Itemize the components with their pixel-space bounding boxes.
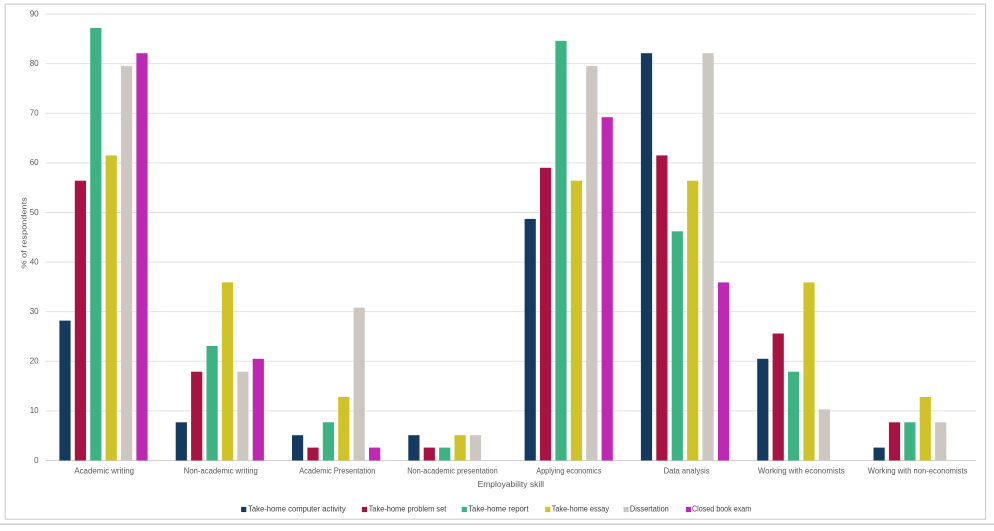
svg-text:60: 60 (30, 158, 39, 167)
svg-text:Applying economics: Applying economics (536, 466, 601, 475)
svg-text:Closed book exam: Closed book exam (692, 504, 751, 513)
svg-text:80: 80 (30, 59, 39, 68)
svg-text:90: 90 (30, 9, 39, 18)
svg-text:50: 50 (30, 208, 39, 217)
svg-text:Take-home computer activity: Take-home computer activity (248, 504, 346, 513)
svg-text:Dissertation: Dissertation (630, 504, 669, 513)
svg-text:10: 10 (30, 406, 39, 415)
svg-text:Take-home problem set: Take-home problem set (369, 504, 447, 513)
svg-text:Data analysis: Data analysis (664, 466, 710, 475)
svg-text:Working with non-economists: Working with non-economists (868, 466, 968, 475)
svg-text:Non-academic writing: Non-academic writing (184, 466, 258, 475)
svg-text:Take-home essay: Take-home essay (552, 504, 609, 513)
svg-text:Take-home report: Take-home report (468, 504, 529, 513)
svg-text:Employability skill: Employability skill (478, 480, 545, 489)
svg-text:Academic writing: Academic writing (74, 466, 134, 475)
svg-text:20: 20 (30, 357, 39, 366)
svg-text:0: 0 (34, 456, 39, 465)
svg-text:40: 40 (30, 257, 39, 266)
svg-text:Academic Presentation: Academic Presentation (299, 466, 375, 475)
svg-text:% of respondents: % of respondents (22, 197, 29, 269)
svg-text:70: 70 (30, 109, 39, 118)
svg-text:Working with economists: Working with economists (758, 466, 845, 475)
svg-text:Non-academic presentation: Non-academic presentation (407, 466, 498, 475)
svg-text:30: 30 (30, 307, 39, 316)
